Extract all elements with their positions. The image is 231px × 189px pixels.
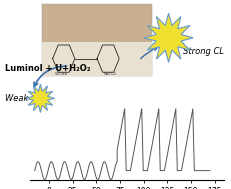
Text: Luminol + U+H₂O₂: Luminol + U+H₂O₂ (5, 64, 90, 73)
Text: Strong CL: Strong CL (183, 46, 224, 56)
Text: NaO₃S: NaO₃S (104, 72, 117, 76)
Text: Weak CL.: Weak CL. (5, 94, 44, 103)
Text: SO₃Na: SO₃Na (55, 72, 68, 76)
